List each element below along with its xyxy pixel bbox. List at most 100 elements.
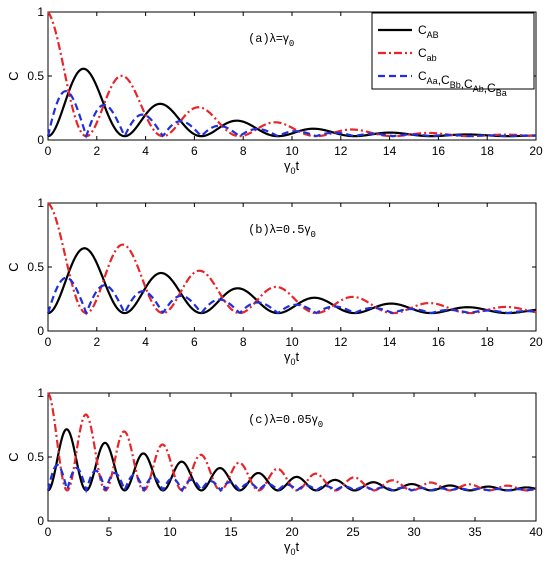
- x-tick-label: 30: [407, 525, 421, 539]
- x-tick-label: 40: [529, 525, 543, 539]
- legend-label-main: C: [418, 46, 427, 60]
- annotation-prefix: (b): [248, 223, 270, 237]
- x-tick-label: 18: [481, 335, 495, 349]
- x-tick-label: 12: [334, 144, 348, 158]
- panel-a: 0 2 4 6 8 10 12 14 16 18 2000.51Cγ0t(a)λ=γ0CABCabC…: [6, 5, 543, 176]
- series-line-C_ab: [47, 202, 537, 315]
- x-tick-label: 10: [285, 144, 299, 158]
- annotation-lambda: λ: [270, 412, 276, 426]
- x-tick-label: 0: [45, 144, 52, 158]
- x-axis-label-main: γ: [284, 349, 291, 364]
- x-axis-label-rest: t: [296, 158, 300, 173]
- x-tick-label: 35: [468, 525, 482, 539]
- annotation-gamma-sub: 0: [289, 39, 294, 49]
- x-tick-label: 14: [383, 335, 397, 349]
- series-line-C_Aa: [46, 90, 537, 139]
- series-line-C_Aa: [46, 276, 537, 316]
- x-tick-label: 8: [240, 144, 247, 158]
- legend-label-main: ,C: [438, 73, 450, 87]
- y-axis-label: C: [6, 262, 21, 271]
- x-tick-label: 20: [285, 525, 299, 539]
- x-tick-label: 6: [191, 335, 198, 349]
- annotation-eq: =0.5: [276, 223, 305, 237]
- x-tick-label: 12: [334, 335, 348, 349]
- x-axis-label-sub: 0: [291, 357, 296, 367]
- y-tick-label: 1: [37, 196, 44, 210]
- annotation-gamma: γ: [312, 412, 318, 426]
- x-axis-label-rest: t: [296, 349, 300, 364]
- annotation-lambda: λ: [270, 31, 276, 45]
- panel-annotation: (b)λ=0.5γ0: [248, 222, 316, 240]
- x-axis-label-main: γ: [284, 158, 291, 173]
- x-tick-label: 6: [191, 144, 198, 158]
- legend-label-sub: Ba: [496, 88, 507, 98]
- x-tick-label: 14: [383, 144, 397, 158]
- x-tick-label: 20: [529, 335, 543, 349]
- annotation-prefix: (c): [248, 413, 270, 427]
- legend-label-main: ,C: [461, 77, 473, 91]
- y-tick-label: 0: [37, 133, 44, 147]
- y-axis-label: C: [6, 452, 21, 461]
- series-line-C_ab: [47, 392, 537, 492]
- legend-label-C_AB: CAB: [418, 23, 439, 40]
- y-axis-label: C: [6, 71, 21, 80]
- legend-label-C_ab: Cab: [418, 46, 437, 63]
- annotation-gamma-sub: 0: [311, 230, 316, 240]
- y-tick-label: 0.5: [27, 260, 44, 274]
- series-line-C_ab: [47, 11, 537, 138]
- x-tick-label: 10: [163, 525, 177, 539]
- legend-box: [371, 12, 535, 90]
- y-tick-label: 0: [37, 324, 44, 338]
- annotation-gamma: γ: [305, 222, 311, 236]
- x-axis-label: γ0t: [284, 158, 300, 176]
- panel-annotation: (c)λ=0.05γ0: [248, 412, 323, 430]
- legend-label-main: C: [418, 23, 427, 37]
- annotation-eq: =0.05: [276, 413, 312, 427]
- x-tick-label: 0: [45, 525, 52, 539]
- series-line-C_AB: [47, 428, 537, 492]
- x-tick-label: 25: [346, 525, 360, 539]
- legend-label-sub: Aa: [427, 76, 438, 86]
- x-tick-label: 0: [45, 335, 52, 349]
- x-axis-label-main: γ: [284, 539, 291, 554]
- series-line-C_AB: [47, 67, 537, 138]
- legend-label-main: C: [418, 69, 427, 83]
- x-tick-label: 2: [93, 144, 100, 158]
- annotation-gamma: γ: [283, 31, 289, 45]
- x-tick-label: 5: [106, 525, 113, 539]
- legend-label-sub: ab: [427, 53, 437, 63]
- y-tick-label: 0.5: [27, 450, 44, 464]
- annotation-eq: =: [276, 32, 283, 46]
- panel-annotation: (a)λ=γ0: [248, 31, 294, 49]
- x-tick-label: 8: [240, 335, 247, 349]
- y-tick-label: 0.5: [27, 69, 44, 83]
- x-axis-label-rest: t: [296, 539, 300, 554]
- annotation-lambda: λ: [270, 222, 276, 236]
- x-tick-label: 10: [285, 335, 299, 349]
- legend-label-C_Aa: CAa,CBb,CAb,CBa: [418, 69, 507, 98]
- legend-label-sub: AB: [427, 30, 439, 40]
- x-tick-label: 16: [432, 144, 446, 158]
- x-tick-label: 15: [224, 525, 238, 539]
- x-axis-label: γ0t: [284, 349, 300, 367]
- x-tick-label: 18: [481, 144, 495, 158]
- x-axis-label-sub: 0: [291, 166, 296, 176]
- annotation-gamma-sub: 0: [318, 420, 323, 430]
- y-tick-label: 1: [37, 386, 44, 400]
- y-tick-label: 1: [37, 5, 44, 19]
- annotation-prefix: (a): [248, 32, 270, 46]
- series-line-C_AB: [47, 247, 537, 315]
- y-tick-label: 0: [37, 514, 44, 528]
- series-line-C_Aa: [46, 463, 537, 494]
- x-tick-label: 4: [142, 335, 149, 349]
- x-tick-label: 20: [529, 144, 543, 158]
- x-axis-label: γ0t: [284, 539, 300, 557]
- x-tick-label: 4: [142, 144, 149, 158]
- x-tick-label: 16: [432, 335, 446, 349]
- legend-label-main: ,C: [484, 81, 496, 95]
- x-tick-label: 2: [93, 335, 100, 349]
